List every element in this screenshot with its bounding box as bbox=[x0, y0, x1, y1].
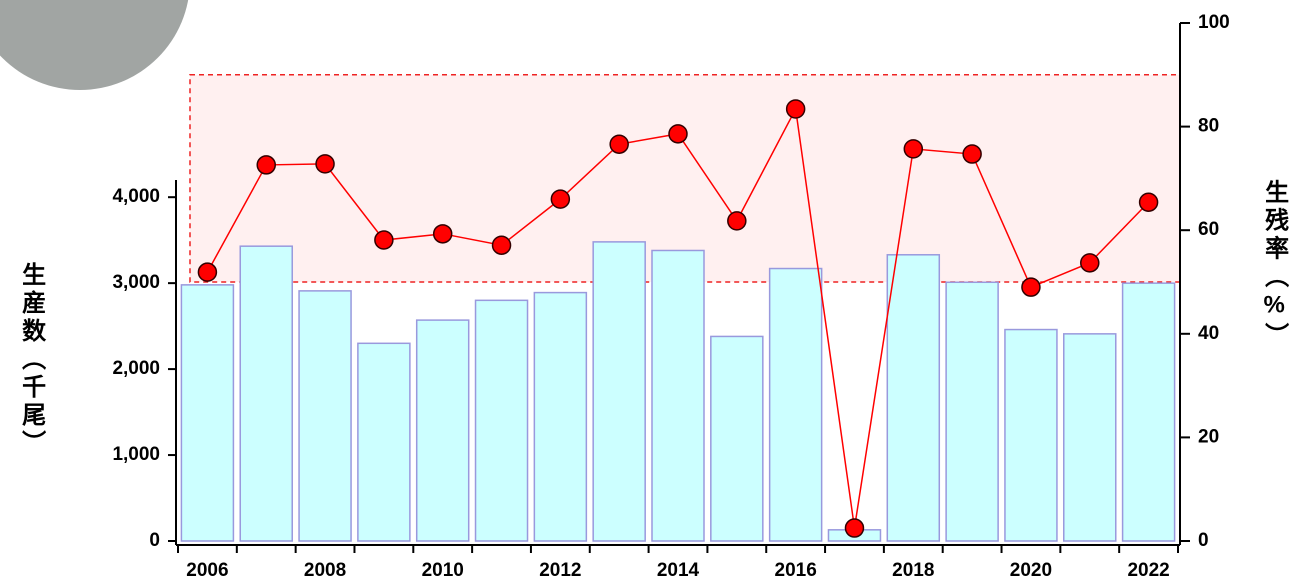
marker bbox=[1021, 277, 1041, 297]
bar bbox=[1121, 282, 1176, 542]
x-tick-label: 2016 bbox=[775, 560, 817, 581]
bar bbox=[768, 267, 823, 542]
y2-tick-label: 80 bbox=[1198, 116, 1219, 137]
x-tick-label: 2010 bbox=[422, 560, 464, 581]
y2-tick-label: 40 bbox=[1198, 323, 1219, 344]
y2-tick-label: 20 bbox=[1198, 426, 1219, 447]
y2-tick-label: 0 bbox=[1198, 530, 1209, 551]
bar bbox=[533, 291, 588, 542]
y2-tick-label: 100 bbox=[1198, 12, 1230, 33]
highlight-band bbox=[189, 74, 1181, 283]
marker bbox=[844, 518, 865, 538]
bar bbox=[592, 241, 646, 542]
x-tick-label: 2012 bbox=[539, 560, 581, 581]
y-tick-label: 2,000 bbox=[112, 358, 160, 379]
bar bbox=[474, 299, 529, 542]
y-tick-label: 3,000 bbox=[112, 272, 160, 293]
marker bbox=[197, 262, 218, 282]
marker bbox=[1138, 192, 1159, 212]
photo bbox=[0, 0, 189, 90]
marker bbox=[1080, 253, 1100, 273]
bar bbox=[1004, 328, 1058, 542]
y-tick-label: 0 bbox=[149, 530, 160, 551]
marker bbox=[256, 155, 276, 175]
bar bbox=[298, 290, 352, 542]
x-tick-label: 2014 bbox=[657, 560, 700, 581]
marker bbox=[727, 211, 747, 231]
marker bbox=[609, 134, 629, 154]
bar bbox=[180, 284, 235, 542]
marker bbox=[315, 154, 335, 174]
x-tick-label: 2008 bbox=[304, 560, 346, 581]
x-tick-label: 2018 bbox=[892, 560, 934, 581]
marker bbox=[491, 235, 512, 255]
y2-tick-label: 60 bbox=[1198, 219, 1219, 240]
y-tick-label: 4,000 bbox=[112, 186, 160, 207]
bar bbox=[886, 254, 941, 542]
bar bbox=[651, 249, 705, 542]
bar bbox=[357, 342, 411, 542]
x-tick-label: 2020 bbox=[1010, 560, 1052, 581]
y2-axis-title: 生残率（%） bbox=[1261, 180, 1289, 351]
y-tick-label: 1,000 bbox=[112, 444, 160, 465]
x-tick-label: 2006 bbox=[186, 560, 228, 581]
marker bbox=[668, 124, 688, 144]
bar bbox=[710, 335, 764, 542]
marker bbox=[962, 144, 982, 164]
bar bbox=[415, 319, 470, 542]
bar bbox=[945, 281, 999, 542]
y-axis-title: 生産数（千尾） bbox=[18, 262, 46, 458]
x-tick-label: 2022 bbox=[1127, 560, 1169, 581]
marker bbox=[903, 139, 924, 159]
marker bbox=[550, 189, 571, 209]
bar bbox=[1063, 333, 1117, 542]
marker bbox=[785, 99, 806, 119]
bar bbox=[239, 245, 293, 542]
marker bbox=[432, 224, 453, 244]
marker bbox=[374, 230, 394, 250]
